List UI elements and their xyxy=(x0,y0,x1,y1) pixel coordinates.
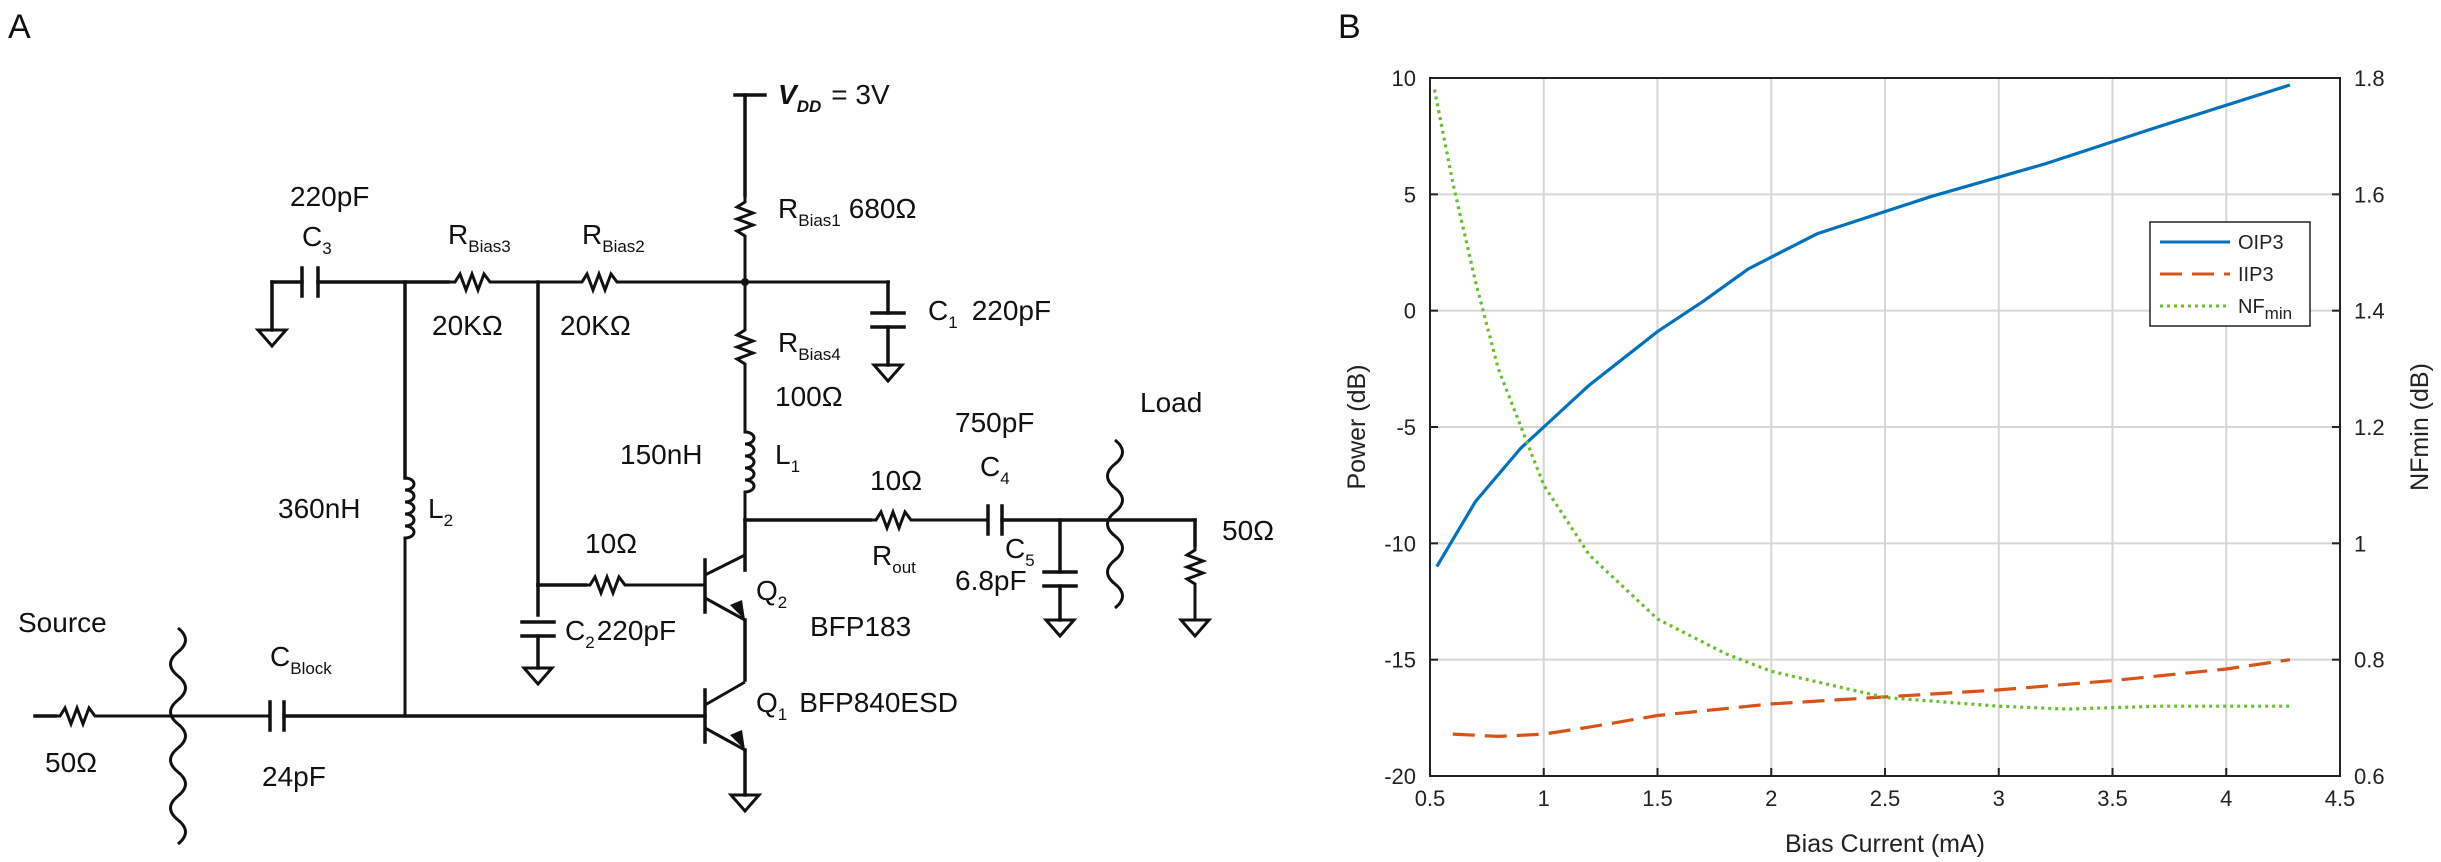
ground-icon xyxy=(520,666,556,687)
x-tick-label: 3.5 xyxy=(2097,786,2128,811)
l2-inductor xyxy=(403,476,416,716)
x-tick-label: 4.5 xyxy=(2325,786,2356,811)
y-tick-label: -15 xyxy=(1384,648,1416,673)
q2-emitter xyxy=(704,596,746,622)
q1-label: Q1 BFP840ESD xyxy=(756,687,958,724)
q2-label: Q2 xyxy=(756,575,787,612)
l1-value: 150nH xyxy=(620,439,703,470)
ground-icon xyxy=(870,363,906,384)
chart-ticks: 0.5 1 1.5 2 2.5 3 3.5 4 4.5 10 5 0 -5 -10 -15 -20 1.8 1.6… xyxy=(1384,66,2384,811)
y-axis-label: Power (dB) xyxy=(1343,364,1371,489)
x-tick-label: 4 xyxy=(2220,786,2232,811)
y-tick-label: 5 xyxy=(1404,182,1416,207)
c5-value: 6.8pF xyxy=(955,565,1027,596)
chart: 0.5 1 1.5 2 2.5 3 3.5 4 4.5 10 5 0 -5 -10 -15 -20 1.8 1.6… xyxy=(1343,66,2434,858)
y-tick-label: -20 xyxy=(1384,764,1416,789)
ground-icon xyxy=(727,793,763,814)
load-resistor xyxy=(1182,545,1208,620)
c3-label: C3 xyxy=(302,221,332,258)
load-line-icon xyxy=(1106,438,1124,610)
q2-arrow-icon xyxy=(730,600,745,620)
ground-icon xyxy=(254,328,290,349)
q2-part: BFP183 xyxy=(810,611,911,642)
rbias1-label: RBias1 680Ω xyxy=(778,193,916,230)
y-tick-label: -10 xyxy=(1384,531,1416,556)
x-tick-label: 2 xyxy=(1765,786,1777,811)
c3-value: 220pF xyxy=(290,181,369,212)
cblock-label: CBlock xyxy=(270,641,332,678)
rbias1-resistor xyxy=(732,195,758,282)
x-tick-label: 0.5 xyxy=(1415,786,1446,811)
y2-tick-label: 0.8 xyxy=(2354,648,2385,673)
x-tick-label: 1 xyxy=(1538,786,1550,811)
y2-tick-label: 1 xyxy=(2354,531,2366,556)
rout-label: Rout xyxy=(872,540,916,577)
rbase-resistor xyxy=(585,572,705,598)
rbase-value: 10Ω xyxy=(585,528,637,559)
panel-label-a: A xyxy=(8,8,31,46)
chart-series xyxy=(1432,83,2291,739)
load-value: 50Ω xyxy=(1222,515,1274,546)
rbias3-value: 20KΩ xyxy=(432,310,503,341)
y2-tick-label: 1.2 xyxy=(2354,415,2385,440)
y2-tick-label: 1.4 xyxy=(2354,299,2385,324)
c1-label: C1 220pF xyxy=(928,295,1051,332)
q2-collector xyxy=(704,553,746,577)
source-line-icon xyxy=(169,626,187,846)
y-tick-label: 10 xyxy=(1392,66,1416,91)
c4-label: C4 xyxy=(980,451,1010,488)
rbias4-resistor xyxy=(732,282,758,425)
rout-value: 10Ω xyxy=(870,465,922,496)
ground-icon xyxy=(1177,618,1213,639)
source-label: Source xyxy=(18,607,107,638)
l2-value: 360nH xyxy=(278,493,361,524)
series-line-oip3 xyxy=(1435,83,2291,568)
panel-label-b: B xyxy=(1338,8,1361,46)
x-tick-label: 1.5 xyxy=(1642,786,1673,811)
c2-label: C2220pF xyxy=(565,615,676,652)
x-tick-label: 2.5 xyxy=(1870,786,1901,811)
rbias4-label: RBias4 xyxy=(778,327,841,364)
q1-emitter xyxy=(704,726,746,752)
series-line-nfmin xyxy=(1432,89,2290,711)
l1-label: L1 xyxy=(775,439,800,476)
legend-label-oip3: OIP3 xyxy=(2238,232,2284,254)
c5-label: C5 xyxy=(1005,533,1035,570)
rbias3-label: RBias3 xyxy=(448,219,511,256)
source-value: 50Ω xyxy=(45,747,97,778)
y2-tick-label: 1.8 xyxy=(2354,66,2385,91)
rbias2-resistor xyxy=(540,269,890,295)
vdd-label: VDD = 3V xyxy=(778,79,890,116)
source-resistor xyxy=(55,703,270,729)
series-line-iip3 xyxy=(1452,658,2291,739)
l1-inductor xyxy=(743,425,756,520)
y-tick-label: -5 xyxy=(1396,415,1416,440)
ground-icon xyxy=(1042,618,1078,639)
q1-arrow-icon xyxy=(730,730,745,750)
rbias3-resistor xyxy=(448,269,540,295)
c4-value: 750pF xyxy=(955,407,1034,438)
legend: OIP3 IIP3 NFmin xyxy=(2149,221,2311,327)
legend-label-nfmin: NFmin xyxy=(2238,296,2292,323)
y2-tick-label: 1.6 xyxy=(2354,182,2385,207)
rbias4-value: 100Ω xyxy=(775,381,843,412)
legend-label-iip3: IIP3 xyxy=(2238,264,2274,286)
q1-collector xyxy=(704,680,746,707)
l2-label: L2 xyxy=(428,493,453,530)
rbias2-label: RBias2 xyxy=(582,219,645,256)
x-tick-label: 3 xyxy=(1993,786,2005,811)
load-label: Load xyxy=(1140,387,1202,418)
rout-resistor xyxy=(870,507,988,533)
cblock-value: 24pF xyxy=(262,761,326,792)
y2-tick-label: 0.6 xyxy=(2354,764,2385,789)
y2-axis-label: NFmin (dB) xyxy=(2406,363,2434,491)
x-axis-label: Bias Current (mA) xyxy=(1785,830,1985,858)
schematic: VDD = 3V RBias1 680Ω 220pF C3 RBias3 20KΩ … xyxy=(18,79,1274,846)
rbias2-value: 20KΩ xyxy=(560,310,631,341)
y-tick-label: 0 xyxy=(1404,299,1416,324)
